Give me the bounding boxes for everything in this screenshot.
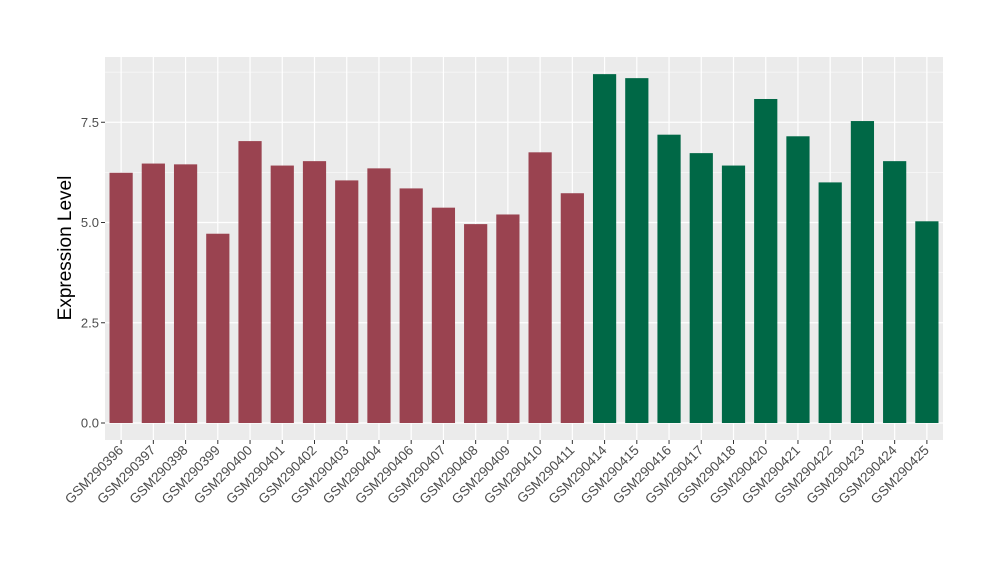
bar-GSM290418: [721, 165, 746, 424]
bar-GSM290423: [850, 121, 875, 423]
x-axis: GSM290396GSM290397GSM290398GSM290399GSM2…: [62, 440, 932, 507]
bar-GSM290415: [625, 78, 649, 423]
bars: [109, 74, 939, 424]
bar-GSM290402: [302, 161, 327, 423]
bar-GSM290399: [206, 233, 230, 423]
y-axis-title: Expression Level: [55, 176, 76, 321]
bar-GSM290400: [238, 141, 262, 424]
bar-GSM290397: [141, 163, 165, 424]
bar-GSM290420: [754, 98, 778, 423]
bar-GSM290417: [689, 153, 713, 423]
bar-GSM290404: [367, 168, 391, 423]
bar-GSM290398: [173, 164, 198, 424]
plot-panel: [105, 57, 943, 440]
bar-GSM290421: [786, 136, 810, 423]
y-tick-label: 5.0: [81, 215, 99, 230]
y-tick-label: 7.5: [81, 115, 99, 130]
bar-GSM290414: [592, 74, 617, 423]
y-tick-label: 0.0: [81, 416, 99, 431]
bar-GSM290409: [496, 214, 520, 423]
bar-GSM290416: [657, 134, 681, 423]
bar-GSM290425: [915, 221, 939, 423]
bar-GSM290411: [560, 193, 584, 423]
bar-GSM290410: [528, 152, 552, 423]
bar-GSM290407: [431, 207, 456, 423]
bar-GSM290408: [464, 224, 488, 423]
bar-GSM290406: [399, 188, 423, 423]
bar-GSM290424: [883, 161, 907, 423]
bar-GSM290403: [335, 180, 359, 423]
bar-GSM290401: [270, 165, 294, 424]
y-axis: 0.0 2.5 5.0 7.5: [81, 115, 105, 431]
bar-GSM290422: [818, 182, 842, 423]
bar-GSM290396: [109, 172, 133, 423]
y-tick-label: 2.5: [81, 315, 99, 330]
